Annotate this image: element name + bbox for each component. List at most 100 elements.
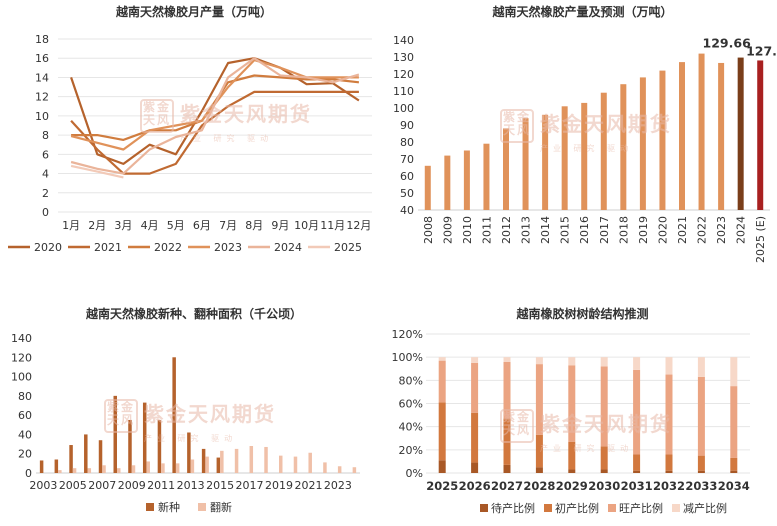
y-tick-label: 2 <box>42 187 49 200</box>
x-tick-label: 2016 <box>578 216 591 244</box>
x-tick-label: 2007 <box>88 479 116 492</box>
legend-swatch <box>544 504 552 512</box>
bar-2011 <box>483 143 490 210</box>
y-tick-label: 100% <box>392 351 423 364</box>
bar-新种-2003 <box>39 460 44 473</box>
bar-2019 <box>639 77 646 211</box>
y-tick-label: 18 <box>35 33 49 46</box>
annual-chart-svg: 40 50 60 70 80 90 100 110 120 130 140 2008 2009 2010 2… <box>393 34 777 263</box>
bar-新种-2013 <box>187 432 191 473</box>
x-tick-label: 2005 <box>59 479 87 492</box>
x-tick-label: 2031 <box>621 479 653 493</box>
bar-旺产比例-2028 <box>535 364 543 435</box>
bar-2015 <box>561 106 568 210</box>
bar-2016 <box>581 102 588 210</box>
y-tick-label: 16 <box>35 52 49 65</box>
bar-2021 <box>679 62 685 210</box>
y-tick-label: 120 <box>11 351 32 364</box>
annual-output-chart: 越南天然橡胶产量及预测（万吨） 40 50 60 70 80 90 100 110 120 130… <box>388 0 777 280</box>
bar-初产比例-2025 <box>438 402 446 461</box>
y-tick-label: 60 <box>400 170 414 183</box>
bar-翻新-2015 <box>220 450 224 473</box>
x-tick-label: 9月 <box>271 219 289 232</box>
y-tick-label: 20% <box>399 444 423 457</box>
bar-减产比例-2025 <box>438 357 446 361</box>
bar-初产比例-2032 <box>665 454 673 471</box>
bar-2009 <box>444 155 451 210</box>
area-chart-title: 越南天然橡胶新种、翻种面积（千公顷） <box>85 307 302 321</box>
x-tick-label: 2009 <box>118 479 146 492</box>
bar-新种-2006 <box>84 434 88 473</box>
bar-旺产比例-2029 <box>568 365 576 442</box>
bar-旺产比例-2026 <box>471 362 479 413</box>
x-tick-label: 2015 <box>206 479 234 492</box>
monthly-output-chart: 越南天然橡胶月产量（万吨） 0 2 4 6 8 10 12 14 16 18 1月 2月 3月 4月 5月 6… <box>0 0 388 262</box>
bar-减产比例-2032 <box>665 357 673 375</box>
x-tick-label: 2011 <box>147 479 175 492</box>
x-tick-label: 8月 <box>245 219 263 232</box>
x-tick-label: 2023 <box>715 216 728 244</box>
bar-待产比例-2033 <box>697 470 705 473</box>
bar-翻新-2021 <box>308 452 312 473</box>
bar-减产比例-2033 <box>697 357 705 377</box>
bar-新种-2012 <box>172 357 176 473</box>
bar-待产比例-2034 <box>730 470 738 473</box>
bar-2014 <box>542 114 549 210</box>
legend-label: 初产比例 <box>555 501 599 515</box>
legend-swatch <box>608 504 616 512</box>
legend-label: 减产比例 <box>683 501 727 515</box>
bar-初产比例-2031 <box>633 454 641 471</box>
x-tick-label: 2025 (E) <box>754 216 767 263</box>
bar-2012 <box>503 128 509 210</box>
bar-2023 <box>718 62 725 211</box>
y-tick-label: 60% <box>399 398 423 411</box>
bar-减产比例-2026 <box>471 357 479 363</box>
bar-旺产比例-2033 <box>697 376 705 456</box>
series-line-2025 <box>70 164 124 179</box>
bar-2018 <box>620 84 627 210</box>
bar-2025 (E) <box>757 60 764 210</box>
x-tick-label: 2017 <box>598 216 611 244</box>
x-tick-label: 2012 <box>500 216 513 244</box>
data-label: 127.97 <box>746 43 777 58</box>
annual-chart-title: 越南天然橡胶产量及预测（万吨） <box>492 5 673 19</box>
tree-age-structure-chart: 越南橡胶树树龄结构推测 0% 20% 40% 60% 80% 100% 120% 2025 20… <box>388 298 777 522</box>
legend-label: 2025 <box>334 241 362 254</box>
x-tick-label: 6月 <box>193 219 211 232</box>
bar-翻新-2004 <box>58 470 62 473</box>
y-tick-label: 14 <box>35 71 49 84</box>
x-tick-label: 2003 <box>29 479 57 492</box>
x-tick-label: 2021 <box>676 216 689 244</box>
bar-旺产比例-2025 <box>438 360 446 403</box>
x-tick-label: 2029 <box>556 479 588 493</box>
x-tick-label: 2022 <box>696 216 709 244</box>
bar-初产比例-2026 <box>471 412 479 463</box>
bar-待产比例-2032 <box>665 470 673 473</box>
bar-2008 <box>424 165 431 210</box>
x-tick-label: 4月 <box>141 219 159 232</box>
bar-新种-2010 <box>142 402 147 473</box>
bar-旺产比例-2031 <box>633 369 641 455</box>
legend-label: 旺产比例 <box>619 501 663 515</box>
bar-待产比例-2030 <box>600 469 608 473</box>
bar-翻新-2013 <box>190 459 195 473</box>
bar-翻新-2017 <box>249 446 254 473</box>
bar-翻新-2010 <box>146 461 150 473</box>
y-tick-label: 40 <box>18 428 32 441</box>
x-tick-label: 2009 <box>441 216 454 244</box>
x-tick-label: 2月 <box>88 219 106 232</box>
bar-减产比例-2030 <box>600 357 608 367</box>
bar-初产比例-2030 <box>600 446 608 470</box>
y-tick-label: 120% <box>392 328 423 341</box>
legend-label: 翻新 <box>210 500 232 514</box>
legend-label: 2023 <box>214 241 242 254</box>
bar-减产比例-2028 <box>535 357 543 365</box>
y-tick-label: 0 <box>25 467 32 480</box>
bar-2024 <box>737 57 744 210</box>
x-tick-label: 2023 <box>324 479 352 492</box>
bar-2017 <box>600 92 607 210</box>
bar-初产比例-2028 <box>535 434 543 468</box>
bar-翻新-2012 <box>175 463 180 473</box>
y-tick-label: 100 <box>11 371 32 384</box>
x-tick-label: 2026 <box>459 479 491 493</box>
